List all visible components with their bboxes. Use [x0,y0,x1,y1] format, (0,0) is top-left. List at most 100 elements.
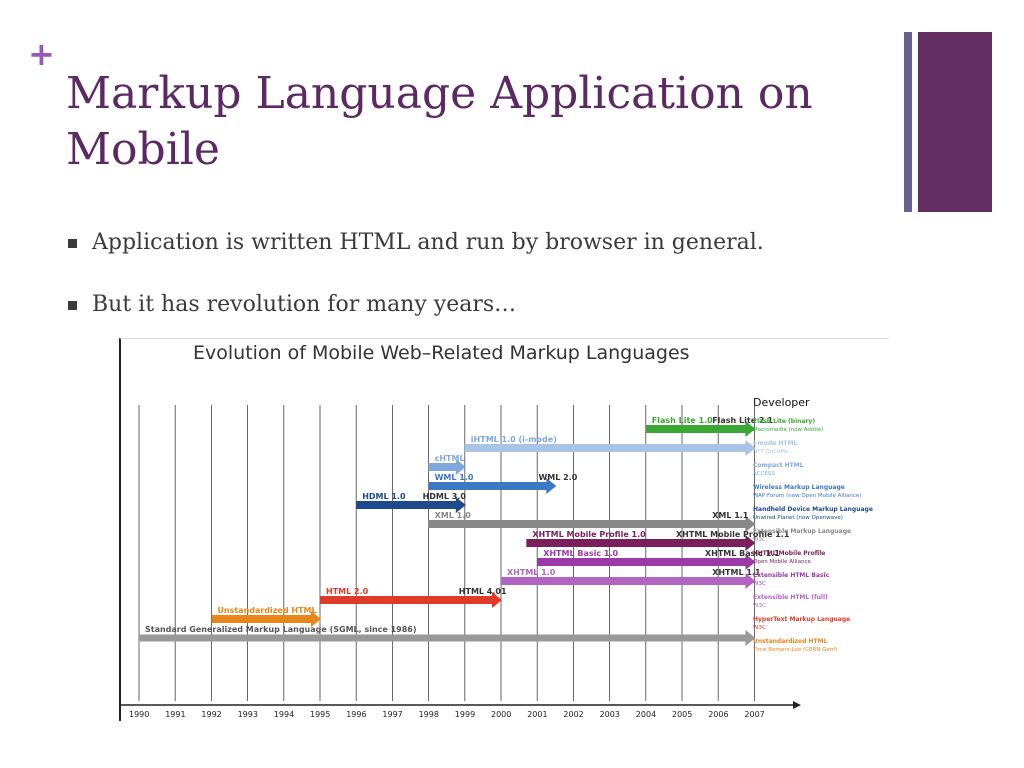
legend-name: Extensible HTML Basic [753,572,830,579]
bar-label: XHTML 1.0 [507,568,556,577]
legend-name: Handheld Device Markup Language [753,506,873,513]
decorative-bar-thin [904,32,912,212]
axis-tick-label: 2002 [563,710,583,719]
timeline-bar [501,577,747,585]
axis-tick-label: 2004 [636,710,656,719]
bar-label: Unstandardized HTML [217,606,316,615]
legend-org: WAP Forum (now Open Mobile Alliance) [753,493,861,499]
milestone-label: XML 1.1 [712,511,749,520]
axis-tick-label: 1992 [201,710,221,719]
milestone-label: XHTML 1.1 [712,568,761,577]
axis-tick-label: 2006 [708,710,728,719]
bullet-text: Application is written HTML and run by b… [92,230,764,255]
timeline-bar [645,425,747,433]
axis-tick-label: 2000 [491,710,511,719]
timeline-arrowhead [455,459,466,475]
timeline-bar [356,501,457,509]
milestone-label: HDML 3.0 [423,492,467,501]
legend-org: NTT DoCoMo [753,449,789,455]
bar-label: Flash Lite 1.0 [652,416,713,425]
timeline-bar [526,539,747,547]
legend-org: Time Berners-Lee (CERN Genf) [752,647,837,653]
timeline-arrowhead [745,440,756,456]
bar-label: XML 1.0 [435,511,472,520]
bar-label: XHTML Basic 1.0 [543,549,618,558]
bar-label: HDML 1.0 [362,492,406,501]
plus-icon: + [28,35,55,73]
bar-label: XHTML Mobile Profile 1.0 [532,530,646,539]
legend-org: Open Mobile Alliance [753,559,811,565]
legend-name: Extensible Markup Language [753,528,851,535]
timeline-arrowhead [745,630,756,646]
axis-tick-label: 2001 [527,710,547,719]
bullet-square-icon [68,301,77,310]
bar-label: iHTML 1.0 (i-mode) [471,435,557,444]
timeline-bar [428,482,548,490]
timeline-arrowhead [745,573,756,589]
timeline-arrowhead [546,478,557,494]
bar-label: Standard Generalized Markup Language (SG… [145,625,417,634]
timeline-arrowhead [311,611,321,627]
milestone-label: HTML 4.01 [459,587,507,596]
legend-title: Developer [753,396,810,409]
legend-name: Unstandardized HTML [753,638,828,645]
legend-org: W3C [753,603,766,609]
timeline-chart-svg: Evolution of Mobile Web–Related Markup L… [121,342,873,719]
axis-tick-label: 2005 [672,710,692,719]
bullet-list: Application is written HTML and run by b… [66,228,764,352]
bullet-item: But it has revolution for many years… [66,290,764,320]
bullet-item: Application is written HTML and run by b… [66,228,764,258]
legend-name: XHTML Mobile Profile [753,550,825,557]
legend-org: Unwired Planet (now Openwave) [753,515,843,521]
legend-org: W3C [753,581,766,587]
axis-tick-label: 2007 [744,710,764,719]
timeline-arrowhead [492,592,502,608]
milestone-label: WML 2.0 [538,473,577,482]
timeline-bar [464,444,747,452]
bar-label: HTML 2.0 [326,587,369,596]
axis-tick-label: 1995 [310,710,330,719]
timeline-arrowhead [745,535,756,551]
axis-tick-label: 1991 [165,710,185,719]
legend-org: Macromedia (now Adobe) [753,427,823,433]
axis-tick-label: 1993 [238,710,258,719]
legend-name: Compact HTML [753,462,804,469]
timeline-bar [428,520,747,528]
timeline-arrowhead [745,421,756,437]
timeline-bar [428,463,457,471]
slide-title: Markup Language Application on Mobile [66,68,813,175]
axis-tick-label: 1998 [419,710,439,719]
timeline-arrowhead [745,516,756,532]
legend-name: i-mode HTML [753,440,797,447]
timeline-arrowhead [455,497,466,513]
timeline-bar [320,596,493,604]
legend-name: Flash Lite (binary) [753,418,815,425]
axis-tick-label: 1996 [346,710,366,719]
bar-label: cHTML [435,454,465,463]
axis-tick-label: 2003 [600,710,620,719]
legend-org: W3C [753,537,766,543]
legend-org: ACCESS [753,471,775,477]
bullet-text: But it has revolution for many years… [92,292,517,317]
legend-name: Wireless Markup Language [753,484,845,491]
timeline-bar [211,615,312,623]
axis-tick-label: 1997 [382,710,402,719]
legend-name: Extensible HTML (full) [753,594,828,601]
timeline-bar [537,558,747,566]
milestone-label: XHTML Basic 1.1 [705,549,780,558]
axis-tick-label: 1999 [455,710,475,719]
timeline-chart: Evolution of Mobile Web–Related Markup L… [119,338,889,721]
milestone-label: Flash Lite 2.1 [712,416,773,425]
axis-tick-label: 1990 [129,710,149,719]
legend-name: HyperText Markup Language [753,616,850,623]
bar-label: WML 1.0 [435,473,474,482]
legend-org: W3C [753,625,766,631]
bullet-square-icon [68,239,77,248]
axis-tick-label: 1994 [274,710,294,719]
timeline-bar [139,634,747,642]
chart-title: Evolution of Mobile Web–Related Markup L… [193,342,690,364]
axis-arrow-icon [793,701,801,709]
timeline-arrowhead [745,554,756,570]
decorative-bar-wide [918,32,992,212]
milestone-label: XHTML Mobile Profile 1.1 [676,530,790,539]
